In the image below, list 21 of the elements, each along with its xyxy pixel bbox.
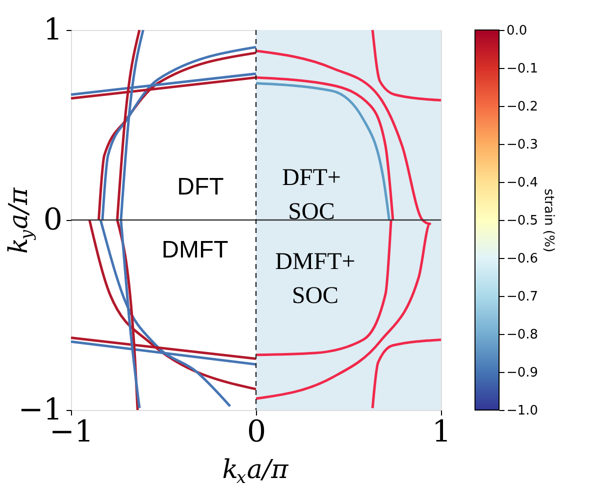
- color-bar-label: 0.0: [506, 24, 528, 38]
- x-tick-label: 0: [246, 414, 266, 450]
- y-tick-label: 0: [43, 202, 62, 238]
- color-bar-label: −0.8: [506, 328, 538, 342]
- y-axis-title: kya/π: [4, 186, 36, 254]
- color-bar-label: −1.0: [506, 404, 538, 418]
- color-bar-label: −0.7: [506, 290, 538, 304]
- color-bar-label: −0.6: [506, 252, 538, 266]
- color-bar-label: −0.2: [506, 100, 538, 114]
- annotation: DFT: [177, 174, 224, 201]
- color-bar-label: −0.1: [506, 62, 538, 76]
- color-bar-label: −0.9: [506, 366, 538, 380]
- color-bar-label: −0.5: [506, 214, 538, 228]
- color-bar-title: strain (%): [541, 188, 556, 252]
- annotation: DMFT+ SOC: [275, 248, 356, 309]
- x-tick-label: 1: [432, 414, 452, 450]
- color-bar-label: −0.4: [506, 176, 538, 190]
- annotation: DMFT: [162, 236, 229, 264]
- y-tick-label: 1: [43, 12, 62, 48]
- annotation: DFT+ SOC: [282, 165, 341, 226]
- color-bar-label: −0.3: [506, 138, 538, 152]
